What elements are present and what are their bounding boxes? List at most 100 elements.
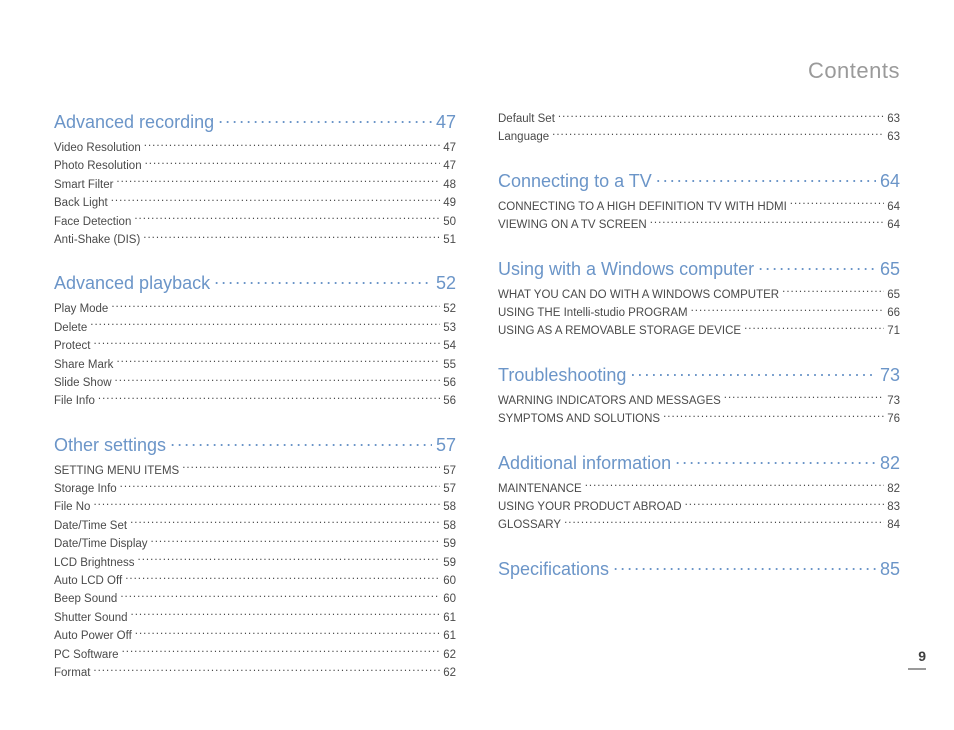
toc-entry-share-mark[interactable]: Share Mark55 (54, 356, 456, 374)
toc-entry-format[interactable]: Format62 (54, 664, 456, 682)
toc-section-troubleshooting: Troubleshooting73 WARNING INDICATORS AND … (498, 363, 900, 429)
entry-label: Shutter Sound (54, 609, 128, 627)
toc-section-using-with-a-windows-computer: Using with a Windows computer65 WHAT YOU … (498, 257, 900, 341)
toc-entry-auto-lcd-off[interactable]: Auto LCD Off60 (54, 572, 456, 590)
toc-section-heading[interactable]: Additional information82 (498, 451, 900, 474)
toc-entry-protect[interactable]: Protect54 (54, 337, 456, 355)
leader-dots (613, 557, 876, 575)
toc-entry-glossary[interactable]: GLOSSARY84 (498, 516, 900, 534)
section-page: 82 (880, 453, 900, 474)
entry-page: 52 (443, 300, 456, 318)
toc-entry-delete[interactable]: Delete53 (54, 319, 456, 337)
leader-dots (143, 231, 440, 243)
toc-entry-language[interactable]: Language63 (498, 128, 900, 146)
entry-page: 47 (443, 139, 456, 157)
toc-entry-beep-sound[interactable]: Beep Sound 60 (54, 590, 456, 608)
leader-dots (122, 646, 441, 658)
entry-page: 59 (443, 554, 456, 572)
entry-label: Back Light (54, 194, 108, 212)
section-page: 57 (436, 435, 456, 456)
toc-entry-file-info[interactable]: File Info56 (54, 392, 456, 410)
toc-entry-file-no[interactable]: File No58 (54, 498, 456, 516)
toc-entry-back-light[interactable]: Back Light 49 (54, 194, 456, 212)
entry-page: 49 (443, 194, 456, 212)
toc-entry-slide-show[interactable]: Slide Show56 (54, 374, 456, 392)
leader-dots (691, 304, 885, 316)
leader-dots (214, 271, 432, 289)
entry-label: Slide Show (54, 374, 112, 392)
section-title: Specifications (498, 559, 609, 580)
leader-dots (115, 374, 441, 386)
entry-label: MAINTENANCE (498, 480, 582, 498)
section-page: 65 (880, 259, 900, 280)
toc-entry-using-the-intelli-studio-program[interactable]: USING THE Intelli-studio PROGRAM 66 (498, 304, 900, 322)
toc-section-heading[interactable]: Other settings 57 (54, 433, 456, 456)
leader-dots (93, 499, 440, 511)
section-page: 73 (880, 365, 900, 386)
toc-entry-play-mode[interactable]: Play Mode 52 (54, 300, 456, 318)
toc-entry-connecting-to-a-high-definition-tv-with-hdmi[interactable]: CONNECTING TO A HIGH DEFINITION TV WITH … (498, 198, 900, 216)
toc-entry-pc-software[interactable]: PC Software62 (54, 646, 456, 664)
entry-page: 63 (887, 128, 900, 146)
entry-page: 57 (443, 480, 456, 498)
leader-dots (170, 433, 432, 451)
toc-entry-date-time-display[interactable]: Date/Time Display59 (54, 535, 456, 553)
page-number-box: 9 (908, 648, 926, 670)
toc-section-heading[interactable]: Troubleshooting73 (498, 363, 900, 386)
toc-entry-auto-power-off[interactable]: Auto Power Off61 (54, 627, 456, 645)
leader-dots (564, 517, 884, 529)
entry-label: Date/Time Display (54, 535, 148, 553)
toc-entry-using-your-product-abroad[interactable]: USING YOUR PRODUCT ABROAD83 (498, 498, 900, 516)
entry-page: 84 (887, 516, 900, 534)
toc-section-heading[interactable]: Connecting to a TV64 (498, 169, 900, 192)
entry-label: File Info (54, 392, 95, 410)
toc-entry-video-resolution[interactable]: Video Resolution47 (54, 139, 456, 157)
section-title: Other settings (54, 435, 166, 456)
toc-section-heading[interactable]: Specifications85 (498, 557, 900, 580)
toc-entry-default-set[interactable]: Default Set63 (498, 110, 900, 128)
toc-entry-photo-resolution[interactable]: Photo Resolution 47 (54, 157, 456, 175)
entry-label: SYMPTOMS AND SOLUTIONS (498, 410, 660, 428)
toc-entry-lcd-brightness[interactable]: LCD Brightness59 (54, 554, 456, 572)
toc-entry-warning-indicators-and-messages[interactable]: WARNING INDICATORS AND MESSAGES73 (498, 392, 900, 410)
toc-entry-face-detection[interactable]: Face Detection50 (54, 213, 456, 231)
entry-label: Anti-Shake (DIS) (54, 231, 140, 249)
entry-label: Play Mode (54, 300, 108, 318)
toc-entry-anti-shake-dis[interactable]: Anti-Shake (DIS) 51 (54, 231, 456, 249)
toc-entry-symptoms-and-solutions[interactable]: SYMPTOMS AND SOLUTIONS76 (498, 410, 900, 428)
toc-section-specifications: Specifications85 (498, 557, 900, 580)
page-number-underline (908, 668, 926, 670)
toc-entry-setting-menu-items[interactable]: SETTING MENU ITEMS57 (54, 462, 456, 480)
toc-section-heading[interactable]: Using with a Windows computer65 (498, 257, 900, 280)
toc-section-heading[interactable]: Advanced recording47 (54, 110, 456, 133)
leader-dots (685, 498, 885, 510)
leader-dots (135, 628, 440, 640)
toc-entry-using-as-a-removable-storage-device[interactable]: USING AS A REMOVABLE STORAGE DEVICE71 (498, 322, 900, 340)
leader-dots (145, 158, 441, 170)
toc-entry-date-time-set[interactable]: Date/Time Set58 (54, 517, 456, 535)
entry-page: 57 (443, 462, 456, 480)
entry-page: 60 (443, 590, 456, 608)
entry-label: Auto Power Off (54, 627, 132, 645)
entry-page: 66 (887, 304, 900, 322)
entry-page: 47 (443, 157, 456, 175)
toc-entry-shutter-sound[interactable]: Shutter Sound61 (54, 609, 456, 627)
entry-label: Beep Sound (54, 590, 117, 608)
entry-label: Smart Filter (54, 176, 113, 194)
leader-dots (116, 176, 440, 188)
entry-label: USING THE Intelli-studio PROGRAM (498, 304, 688, 322)
section-title: Advanced recording (54, 112, 214, 133)
toc-entry-maintenance[interactable]: MAINTENANCE82 (498, 480, 900, 498)
toc-entry-what-you-can-do-with-a-windows-computer[interactable]: WHAT YOU CAN DO WITH A WINDOWS COMPUTER6… (498, 286, 900, 304)
entry-label: Photo Resolution (54, 157, 142, 175)
toc-entry-smart-filter[interactable]: Smart Filter 48 (54, 176, 456, 194)
entry-page: 60 (443, 572, 456, 590)
toc-entry-storage-info[interactable]: Storage Info57 (54, 480, 456, 498)
leader-dots (116, 356, 440, 368)
entry-page: 51 (443, 231, 456, 249)
leader-dots (131, 609, 441, 621)
section-title: Advanced playback (54, 273, 210, 294)
toc-entry-viewing-on-a-tv-screen[interactable]: VIEWING ON A TV SCREEN64 (498, 216, 900, 234)
entry-page: 48 (443, 176, 456, 194)
toc-section-heading[interactable]: Advanced playback52 (54, 271, 456, 294)
